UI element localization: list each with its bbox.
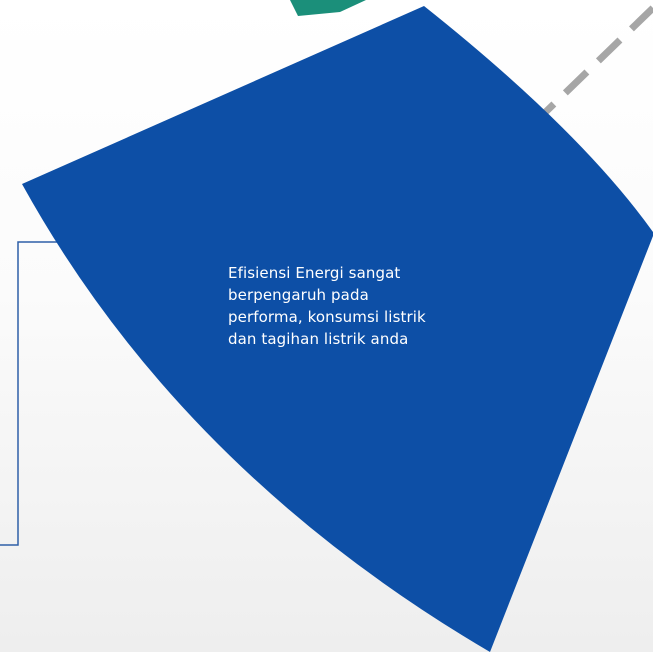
caption-line-4: dan tagihan listrik anda — [228, 330, 409, 348]
caption-line-3: performa, konsumsi listrik — [228, 308, 426, 326]
blue-sector-segment — [22, 6, 653, 652]
dashed-connector-line — [493, 5, 653, 163]
bracket-line — [0, 241, 100, 546]
segment-caption: Efisiensi Energi sangat berpengaruh pada… — [228, 262, 528, 350]
caption-line-1: Efisiensi Energi sangat — [228, 264, 401, 282]
caption-line-2: berpengaruh pada — [228, 286, 369, 304]
teal-segment — [290, 0, 366, 16]
